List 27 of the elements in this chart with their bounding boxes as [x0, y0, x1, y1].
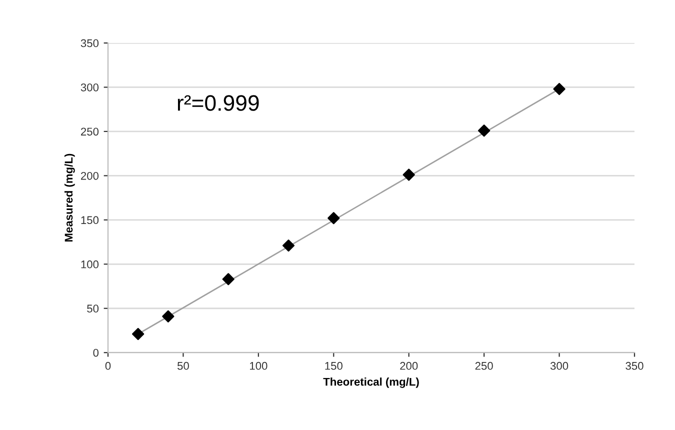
- x-tick-label: 200: [400, 362, 418, 370]
- y-tick-label: 350: [80, 39, 99, 48]
- y-tick-label: 100: [81, 260, 99, 268]
- y-tick-label: 200: [80, 172, 99, 180]
- point: [328, 212, 340, 224]
- point: [282, 239, 295, 252]
- y-axis-title: Measured (mg/L): [64, 154, 75, 242]
- x-tick-label: 150: [325, 362, 342, 370]
- x-tick-label: 300: [550, 362, 568, 370]
- point: [478, 124, 490, 137]
- y-tick-label: 250: [80, 128, 99, 136]
- point: [402, 168, 415, 181]
- x-tick-label: 100: [250, 362, 268, 370]
- point: [162, 310, 174, 322]
- x-tick-label: 0: [105, 362, 111, 370]
- y-tick-label: 50: [87, 304, 99, 313]
- y-tick-label: 300: [80, 83, 99, 92]
- x-tick-label: 350: [626, 362, 644, 370]
- x-axis-title: Theoretical (mg/L): [323, 378, 419, 388]
- point: [553, 82, 566, 96]
- point: [132, 328, 144, 340]
- y-tick-label: 150: [81, 216, 99, 224]
- x-tick-label: 50: [177, 362, 189, 370]
- x-tick-label: 250: [475, 362, 493, 370]
- y-tick-label: 0: [93, 348, 99, 357]
- point: [222, 273, 234, 286]
- annotation: r²=0.999: [178, 95, 259, 111]
